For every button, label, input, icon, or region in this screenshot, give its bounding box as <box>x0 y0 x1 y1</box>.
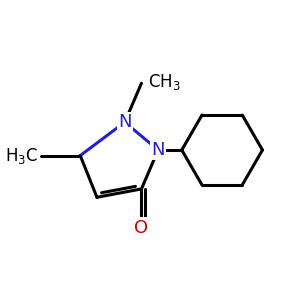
Text: N: N <box>152 141 165 159</box>
Text: O: O <box>134 219 148 237</box>
Text: H$_3$C: H$_3$C <box>5 146 38 166</box>
Text: N: N <box>118 113 131 131</box>
Text: CH$_3$: CH$_3$ <box>148 72 181 92</box>
